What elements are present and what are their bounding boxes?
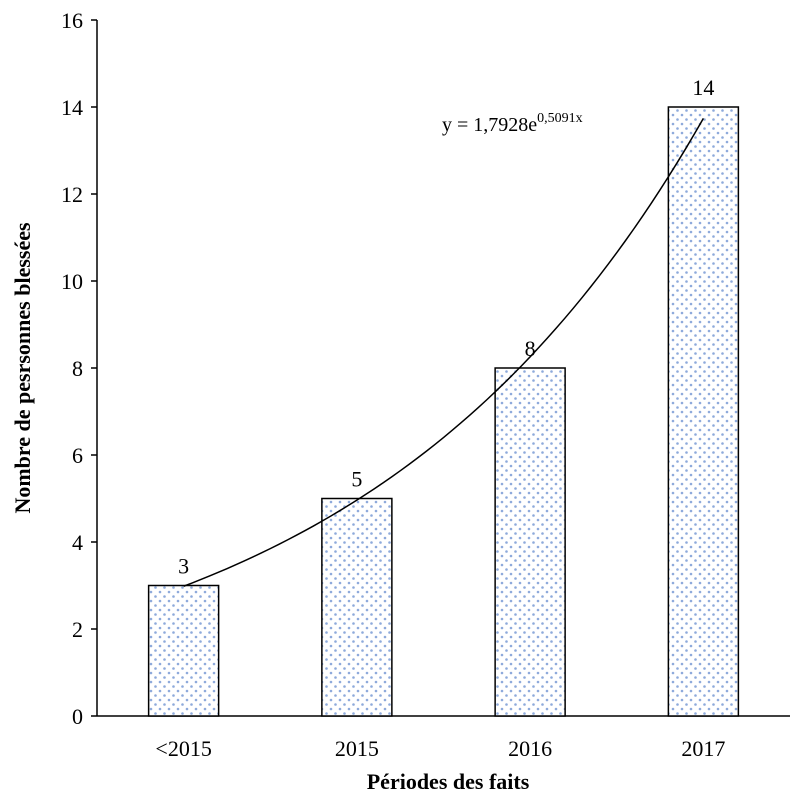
exponential-trendline (183, 118, 705, 587)
equation-base: y = 1,7928e (442, 114, 537, 136)
x-axis-title: Périodes des faits (367, 769, 530, 794)
y-tick-label: 4 (72, 530, 83, 555)
y-tick-label: 2 (72, 617, 83, 642)
data-labels: 3 5 8 14 (178, 75, 714, 579)
x-tick-label: 2015 (335, 736, 379, 761)
y-tick-label: 0 (72, 704, 83, 729)
data-label: 5 (351, 467, 362, 492)
y-tick-label: 14 (61, 95, 83, 120)
bar (147, 584, 220, 717)
x-tick-label: <2015 (155, 736, 211, 761)
bar (667, 106, 740, 717)
y-tick-label: 12 (61, 182, 83, 207)
y-ticks: 0 2 4 6 8 10 12 14 16 (61, 8, 97, 729)
x-tick-label: 2016 (508, 736, 552, 761)
x-tick-label: 2017 (681, 736, 725, 761)
y-tick-label: 6 (72, 443, 83, 468)
category-labels: <2015 2015 2016 2017 (155, 736, 725, 761)
bar (494, 367, 566, 717)
y-axis-title: Nombre de pesrsonnes blessées (10, 222, 35, 514)
y-tick-label: 10 (61, 269, 83, 294)
y-tick-label: 16 (61, 8, 83, 33)
y-tick-label: 8 (72, 356, 83, 381)
bars (147, 106, 740, 717)
data-label: 8 (525, 336, 536, 361)
trendline-equation: y = 1,7928e0,5091x (442, 111, 583, 136)
equation-exponent: 0,5091x (537, 111, 583, 126)
data-label: 14 (692, 75, 714, 100)
bar (321, 497, 393, 717)
data-label: 3 (178, 554, 189, 579)
